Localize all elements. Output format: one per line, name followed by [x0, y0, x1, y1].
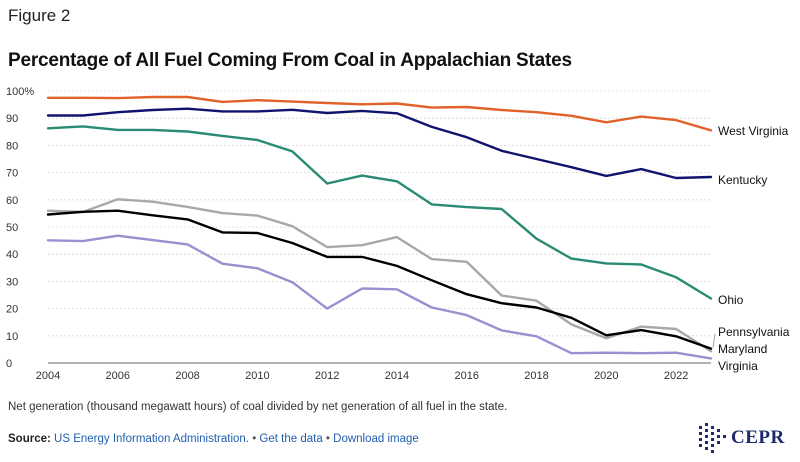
separator: •	[325, 433, 330, 445]
y-tick-label: 60	[6, 195, 18, 207]
series-labels: West Virginia Kentucky Ohio Pennsylvania Mar…	[712, 124, 790, 373]
chart-note: Net generation (thousand megawatt hours)…	[8, 401, 508, 413]
cepr-logo-text: CEPR	[731, 427, 785, 448]
source-line: Source: US Energy Information Administra…	[8, 433, 419, 445]
y-tick-label: 100%	[6, 86, 34, 98]
series-line-maryland	[46, 209, 713, 350]
series-line-pennsylvania	[46, 198, 713, 353]
series-label-west-virginia: West Virginia	[718, 124, 789, 138]
x-tick-label: 2008	[175, 370, 199, 382]
cepr-logo: CEPR	[697, 421, 785, 455]
y-tick-label: 80	[6, 140, 18, 152]
x-tick-label: 2010	[245, 370, 269, 382]
series-lines	[46, 95, 713, 360]
source-label: Source:	[8, 433, 51, 445]
cepr-logo-icon	[699, 423, 726, 453]
x-tick-label: 2016	[454, 370, 478, 382]
y-tick-label: 0	[6, 358, 12, 370]
chart-title: Percentage of All Fuel Coming From Coal …	[8, 50, 572, 71]
x-tick-label: 2014	[385, 370, 409, 382]
source-agency-link[interactable]: US Energy Information Administration.	[54, 433, 249, 445]
series-label-maryland: Maryland	[718, 342, 767, 356]
axes: 0 10 20 30 40 50 60 70 80 90 100% 2004 2006 2008 2010 2…	[6, 86, 711, 382]
figure-label: Figure 2	[8, 6, 71, 25]
x-tick-label: 2022	[664, 370, 688, 382]
series-label-ohio: Ohio	[718, 293, 744, 307]
x-tick-label: 2012	[315, 370, 339, 382]
series-line-kentucky	[46, 107, 713, 180]
y-tick-label: 10	[6, 331, 18, 343]
get-data-link[interactable]: Get the data	[259, 433, 323, 445]
series-line-virginia	[46, 234, 713, 360]
x-tick-label: 2006	[106, 370, 130, 382]
y-tick-label: 40	[6, 249, 18, 261]
y-tick-label: 50	[6, 222, 18, 234]
series-line-west-virginia	[46, 95, 713, 132]
series-label-kentucky: Kentucky	[718, 173, 767, 187]
series-line-ohio	[46, 125, 713, 300]
y-tick-label: 30	[6, 276, 18, 288]
x-tick-label: 2018	[524, 370, 548, 382]
line-chart: 0 10 20 30 40 50 60 70 80 90 100% 2004 2006 2008 2010 2…	[6, 86, 790, 382]
x-tick-label: 2004	[36, 370, 60, 382]
leader-line-pennsylvania	[712, 333, 716, 348]
y-tick-label: 90	[6, 113, 18, 125]
y-tick-label: 20	[6, 304, 18, 316]
y-tick-label: 70	[6, 168, 18, 180]
x-tick-label: 2020	[594, 370, 618, 382]
separator: •	[252, 433, 257, 445]
download-image-link[interactable]: Download image	[333, 433, 419, 445]
series-label-pennsylvania: Pennsylvania	[718, 325, 790, 339]
series-label-virginia: Virginia	[718, 359, 758, 373]
